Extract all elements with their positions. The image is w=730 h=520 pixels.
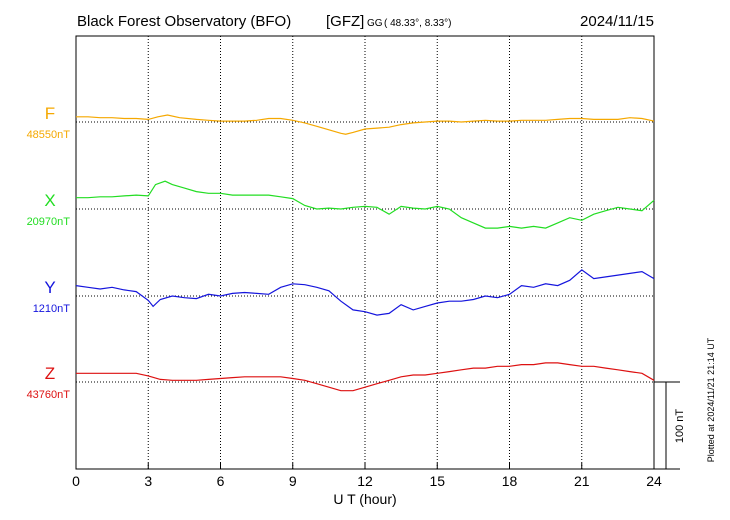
date-label: 2024/11/15 (580, 13, 654, 30)
series-name-Z: Z (45, 364, 55, 383)
x-axis-ticks: 0 3 6 9 12 15 18 21 24 (72, 463, 662, 489)
scale-bar: 100 nT (654, 381, 686, 470)
series-line-Y (75, 269, 655, 316)
scale-bar-label: 100 nT (674, 409, 686, 444)
baseline-label-F: 48550nT (27, 129, 71, 141)
tick-label-8: 24 (646, 473, 662, 489)
tick-label-1: 3 (144, 473, 152, 489)
tick-label-4: 12 (357, 473, 373, 489)
coord-prefix: GG (367, 18, 383, 29)
baseline-label-X: 20970nT (27, 216, 71, 228)
coordinates: ( 48.33°, 8.33°) (384, 18, 451, 29)
series-line-F (76, 114, 655, 135)
series-name-F: F (45, 104, 55, 123)
series-lines (75, 114, 655, 392)
tick-label-6: 18 (502, 473, 518, 489)
institute-label: [GFZ] (326, 13, 364, 30)
x-axis-title: U T (hour) (333, 491, 396, 507)
vertical-gridlines (147, 36, 583, 469)
tick-label-3: 9 (289, 473, 297, 489)
series-name-X: X (44, 191, 55, 210)
plotted-note: Plotted at 2024/11/21 21:14 UT (706, 337, 716, 462)
baseline-label-Z: 43760nT (27, 389, 71, 401)
series-name-Y: Y (44, 278, 55, 297)
series-labels: F 48550nT X 20970nT Y 1210nT Z 43760nT (27, 104, 71, 401)
tick-label-0: 0 (72, 473, 80, 489)
series-line-X (76, 180, 655, 229)
tick-label-7: 21 (574, 473, 590, 489)
tick-label-5: 15 (429, 473, 445, 489)
tick-label-2: 6 (217, 473, 225, 489)
series-line-Z (76, 362, 655, 392)
chart-title: Black Forest Observatory (BFO) (77, 13, 291, 30)
baseline-label-Y: 1210nT (33, 303, 71, 315)
